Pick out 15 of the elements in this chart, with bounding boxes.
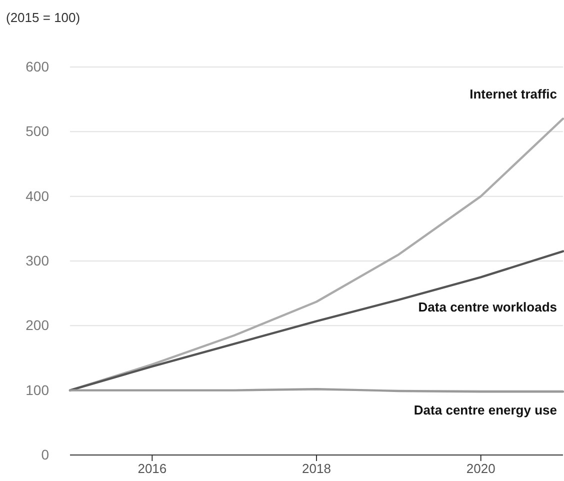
y-tick-label: 200 — [26, 317, 50, 334]
y-tick-label: 300 — [26, 252, 50, 268]
series-label: Data centre workloads — [418, 299, 557, 314]
x-tick-label: 2018 — [302, 461, 331, 476]
y-tick-label: 400 — [26, 188, 50, 204]
y-axis-title: (2015 = 100) — [6, 10, 80, 25]
x-tick-label: 2020 — [466, 461, 496, 476]
y-tick-label: 600 — [26, 58, 50, 74]
y-tick-label: 500 — [26, 123, 50, 140]
line-series — [68, 250, 564, 392]
y-tick-label: 0 — [41, 446, 50, 462]
series-label: Internet traffic — [470, 86, 557, 102]
y-tick-label: 100 — [26, 382, 50, 398]
x-tick-label: 2016 — [138, 461, 167, 476]
series-label: Data centre energy use — [414, 402, 557, 418]
